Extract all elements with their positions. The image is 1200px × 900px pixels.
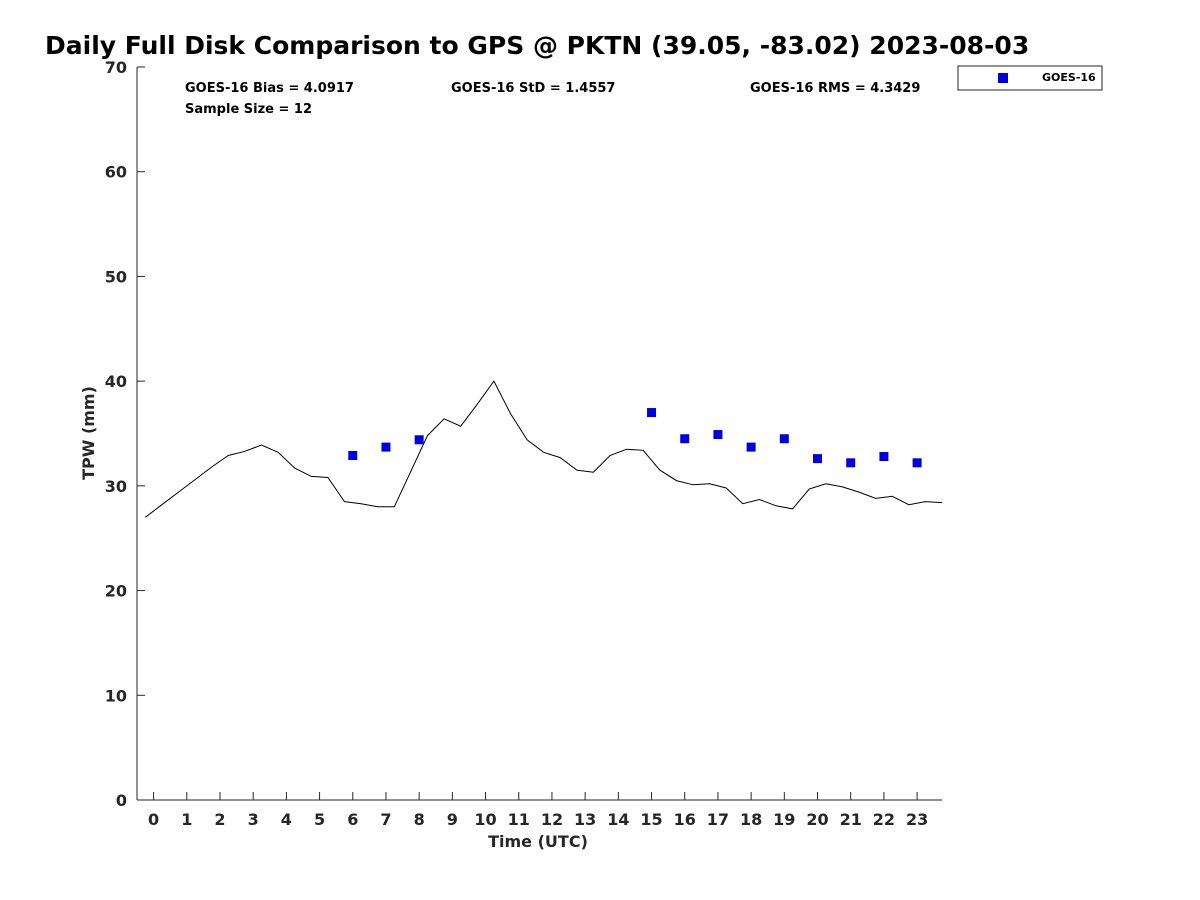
goes16-point xyxy=(381,442,391,452)
y-ticks: 0 10 20 30 40 50 60 70 xyxy=(105,58,145,810)
y-tick-label: 60 xyxy=(105,163,127,182)
goes16-point xyxy=(846,458,856,468)
rms-stat: GOES-16 RMS = 4.3429 xyxy=(750,81,920,96)
x-tick-label: 17 xyxy=(707,810,729,829)
y-tick-label: 0 xyxy=(116,791,127,810)
std-stat: GOES-16 StD = 1.4557 xyxy=(451,81,615,96)
x-ticks: 0 1 2 3 4 5 6 7 8 9 10 11 12 13 14 15 16 17 18 19 20 21 22 23 xyxy=(148,792,928,829)
chart-title: Daily Full Disk Comparison to GPS @ PKTN… xyxy=(45,31,1029,60)
x-tick-label: 19 xyxy=(773,810,795,829)
x-axis-label: Time (UTC) xyxy=(488,832,588,851)
y-tick-label: 50 xyxy=(105,267,127,286)
goes16-point xyxy=(779,434,789,444)
x-tick-label: 9 xyxy=(447,810,458,829)
x-tick-label: 13 xyxy=(574,810,596,829)
x-tick-label: 1 xyxy=(181,810,192,829)
goes16-point xyxy=(348,450,358,460)
x-tick-label: 22 xyxy=(873,810,895,829)
x-tick-label: 2 xyxy=(214,810,225,829)
legend-swatch-goes16 xyxy=(998,73,1008,83)
legend-label-goes16: GOES-16 xyxy=(1042,71,1096,84)
goes16-point xyxy=(912,458,922,468)
goes16-point xyxy=(414,435,424,445)
x-tick-label: 21 xyxy=(840,810,862,829)
x-tick-label: 5 xyxy=(314,810,325,829)
x-tick-label: 12 xyxy=(541,810,563,829)
y-tick-label: 40 xyxy=(105,372,127,391)
sample-size-stat: Sample Size = 12 xyxy=(185,102,312,117)
goes16-point xyxy=(746,442,756,452)
y-tick-label: 30 xyxy=(105,477,127,496)
y-tick-label: 70 xyxy=(105,58,127,77)
y-axis-label: TPW (mm) xyxy=(79,386,98,480)
y-tick-label: 10 xyxy=(105,686,127,705)
goes16-point xyxy=(680,434,690,444)
x-tick-label: 16 xyxy=(674,810,696,829)
goes16-points xyxy=(348,408,922,468)
x-tick-label: 18 xyxy=(740,810,762,829)
x-tick-label: 10 xyxy=(474,810,496,829)
x-tick-label: 15 xyxy=(640,810,662,829)
gps-line xyxy=(144,380,943,518)
y-tick-label: 20 xyxy=(105,582,127,601)
goes16-point xyxy=(879,452,889,462)
goes16-point xyxy=(713,430,723,440)
x-tick-label: 8 xyxy=(414,810,425,829)
x-tick-label: 20 xyxy=(806,810,828,829)
x-tick-label: 23 xyxy=(906,810,928,829)
goes16-point xyxy=(813,454,823,464)
axes xyxy=(136,67,942,801)
x-tick-label: 4 xyxy=(281,810,292,829)
legend: GOES-16 xyxy=(957,65,1103,91)
bias-stat: GOES-16 Bias = 4.0917 xyxy=(185,81,354,96)
x-tick-label: 3 xyxy=(248,810,259,829)
x-tick-label: 6 xyxy=(347,810,358,829)
goes16-point xyxy=(647,408,657,418)
x-tick-label: 7 xyxy=(380,810,391,829)
x-tick-label: 14 xyxy=(607,810,629,829)
x-tick-label: 11 xyxy=(508,810,530,829)
legend-box xyxy=(957,65,1103,91)
x-tick-label: 0 xyxy=(148,810,159,829)
